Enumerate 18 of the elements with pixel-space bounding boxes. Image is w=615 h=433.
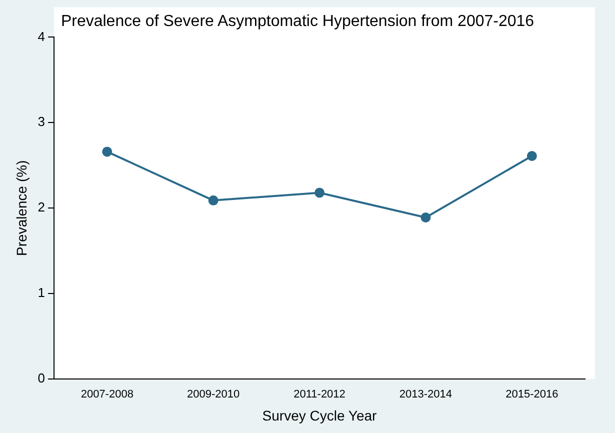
x-tick-label: 2007-2008 (80, 388, 134, 401)
y-tick-label: 4 (38, 28, 46, 44)
x-tick-label: 2013-2014 (399, 388, 452, 401)
x-axis-title: Survey Cycle Year (262, 407, 378, 424)
point (208, 195, 218, 206)
y-tick-label: 0 (38, 370, 46, 386)
point (314, 188, 325, 198)
x-tick-label: 2015-2016 (506, 388, 558, 401)
y-tick-label: 2 (38, 200, 46, 215)
y-axis-title: Prevalence (%) (13, 160, 30, 256)
point (526, 150, 537, 161)
y-tick-label: 1 (38, 285, 46, 300)
y-tick-label: 3 (38, 114, 46, 130)
chart-title: Prevalence of Severe Asymptomatic Hypertension from 2007-2016 (60, 13, 534, 30)
x-tick-label: 2011-2012 (294, 388, 346, 401)
point (420, 212, 431, 222)
point (102, 146, 112, 157)
x-tick-label: 2009-2010 (187, 388, 240, 401)
